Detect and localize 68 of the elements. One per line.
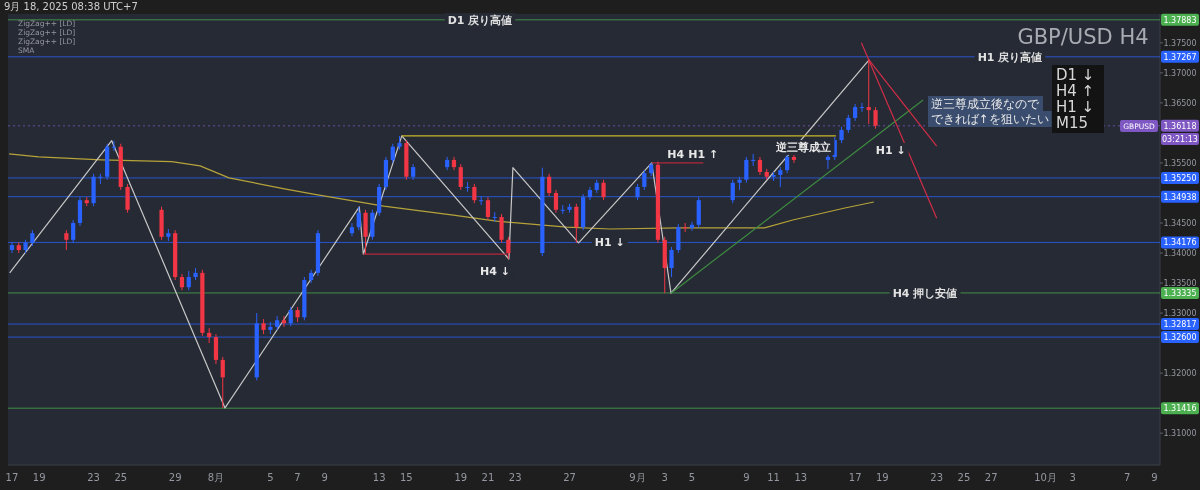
annotation: H4 押し安値 (892, 287, 958, 300)
ref-line-label: 1.35250 (1163, 173, 1197, 183)
x-tick-label: 23 (930, 472, 944, 483)
ref-line-label: 1.37267 (1163, 52, 1197, 62)
x-tick-label: 9月 (629, 472, 646, 483)
x-tick-label: 25 (957, 472, 971, 483)
y-tick-label: 1.37000 (1163, 68, 1197, 78)
annotation: H1 ↓ (594, 235, 625, 249)
x-tick-label: 3 (661, 472, 668, 483)
y-tick-label: 1.35500 (1163, 158, 1197, 168)
x-tick-label: 29 (168, 472, 182, 483)
x-tick-label: 9 (743, 472, 750, 483)
text: 03:21:13 (1162, 135, 1198, 144)
x-tick-label: 8月 (207, 472, 225, 483)
annotation: H1 ↓ (875, 143, 906, 157)
ref-line-label: 1.33335 (1163, 288, 1197, 298)
x-tick-label: 21 (481, 472, 495, 483)
x-tick-label: 13 (372, 472, 386, 483)
ref-line-label: 1.36118 (1163, 121, 1197, 131)
annotation: H4 ↑ (1056, 82, 1095, 100)
annotation: H1 ↓ (1056, 98, 1095, 116)
ref-line-label: 1.34938 (1163, 192, 1197, 202)
x-tick-label: 19 (875, 472, 889, 483)
text: 9月 18, 2025 08:38 UTC+7 (4, 1, 138, 12)
ref-line-label: 1.31416 (1163, 404, 1197, 414)
x-tick-label: 17 (848, 472, 862, 483)
annotation: M15 (1056, 114, 1089, 132)
x-tick-label: 19 (32, 472, 46, 483)
x-tick-label: 27 (984, 472, 998, 483)
annotation: H1 戻り高値 (977, 51, 1043, 64)
text: GBP/USD H4 (1017, 25, 1149, 49)
annotation: H4 (667, 147, 685, 161)
ref-line-label: 1.32817 (1163, 320, 1197, 330)
y-tick-label: 1.37500 (1163, 38, 1197, 48)
x-tick-label: 7 (294, 472, 301, 483)
y-tick-label: 1.36500 (1163, 98, 1197, 108)
annotation: できれば↑を狙いたい (931, 112, 1049, 126)
x-tick-label: 5 (688, 472, 696, 483)
x-tick-label: 5 (267, 472, 274, 483)
x-tick-label: 13 (794, 472, 808, 483)
x-tick-label: 10月 (1034, 472, 1057, 483)
y-tick-label: 1.34000 (1163, 249, 1197, 259)
annotation: H1 ↑ (688, 147, 719, 161)
y-tick-label: 1.33000 (1163, 309, 1197, 319)
y-tick-label: 1.33500 (1163, 279, 1197, 289)
y-tick-label: 1.32000 (1163, 369, 1197, 379)
x-tick-label: 11 (767, 472, 780, 483)
x-tick-label: 23 (87, 472, 100, 483)
x-tick-label: 9 (1151, 472, 1158, 483)
annotation: 逆三尊成立後なので (931, 97, 1040, 111)
x-tick-label: 15 (399, 472, 413, 483)
x-tick-label: 3 (1069, 472, 1076, 483)
x-tick-label: 23 (508, 472, 522, 483)
ref-line-label: 1.32600 (1163, 333, 1197, 343)
y-tick-label: 1.34500 (1163, 218, 1197, 228)
annotation: 逆三尊成立 (775, 140, 832, 154)
x-tick-label: 25 (114, 472, 128, 483)
annotation: D1 戻り高値 (447, 14, 513, 27)
ref-line-label: 1.37883 (1163, 15, 1197, 25)
x-tick-label: 9 (321, 472, 328, 483)
x-tick-label: 7 (1123, 472, 1131, 483)
annotation: D1 ↓ (1056, 66, 1095, 84)
y-tick-label: 1.31000 (1163, 429, 1197, 439)
x-tick-label: 27 (563, 472, 576, 483)
annotation: H4 ↓ (479, 265, 510, 279)
ref-line-label: 1.34176 (1163, 238, 1197, 248)
x-tick-label: 19 (454, 472, 468, 483)
x-tick-label: 17 (5, 472, 19, 483)
